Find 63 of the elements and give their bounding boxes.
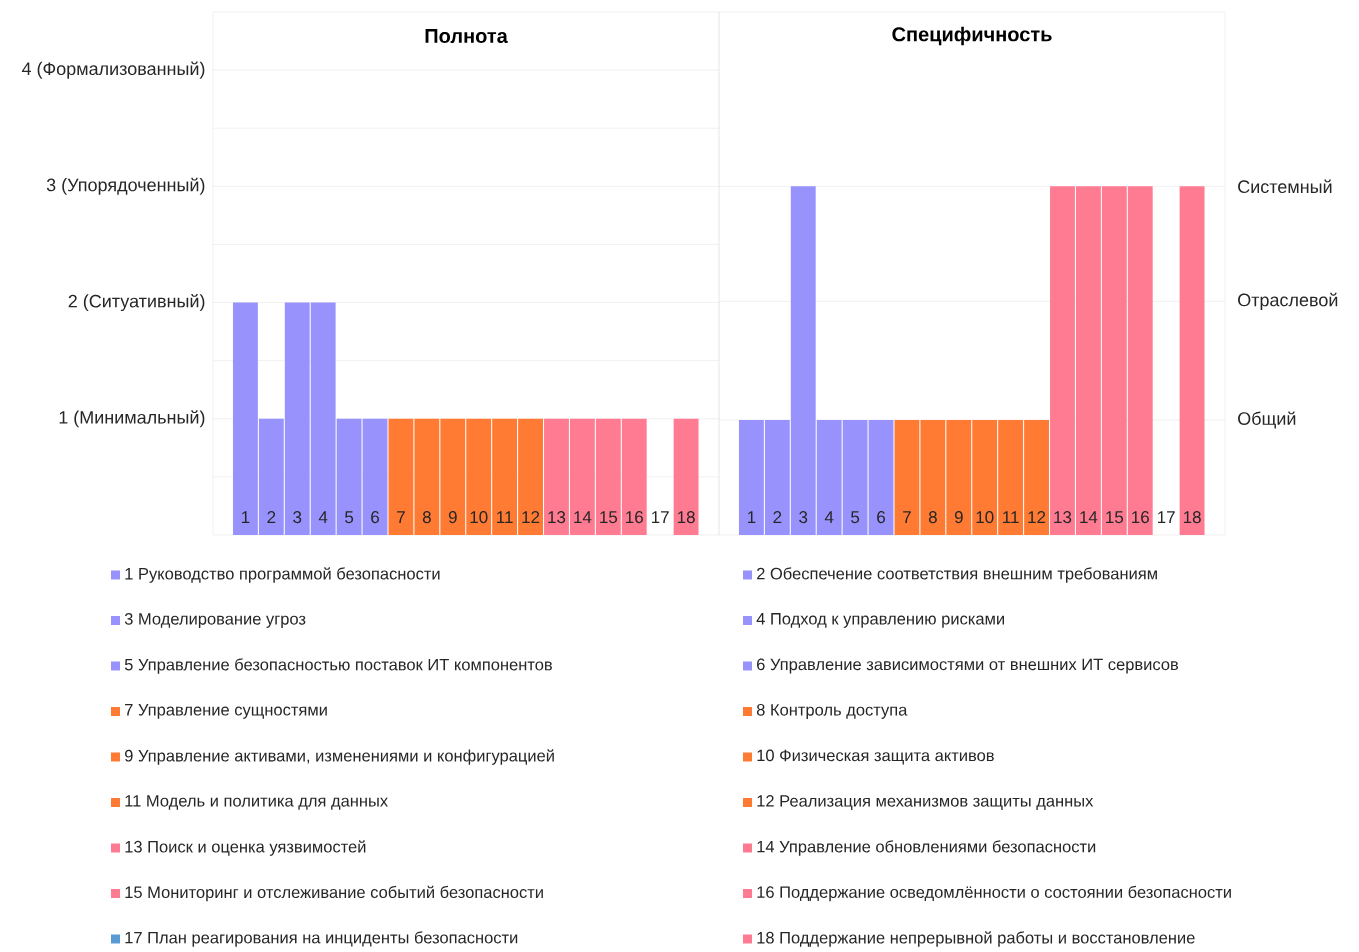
text: 17 План реагирования на инциденты безопасности [125,931,518,947]
x-tick-label: 14 [574,511,592,523]
text: 16 Поддержание осведомлённости о состоянии безопасности [757,885,1231,902]
text: 11 Модель и политика для данных [125,795,388,810]
x-tick-label: 10 [470,511,488,524]
x-tick-label: 15 [1106,511,1124,524]
text: 4 Подход к управлению рисками [756,613,1004,628]
text: 3 Моделирование угроз [124,613,306,628]
x-tick-label: 5 [851,511,860,524]
text: 15 Мониторинг и отслеживание событий безопасности [125,885,543,902]
ref-line-label: Отраслевой [1238,292,1338,310]
ref-line-label: Общий [1238,411,1296,429]
x-tick-label: 18 [1183,511,1201,524]
x-tick-label: 9 [448,511,457,524]
x-tick-label: 18 [677,511,695,524]
x-tick-label: 2 [773,511,782,523]
x-tick-label: 17 [1158,511,1175,523]
x-tick-label: 10 [976,511,994,524]
x-tick-label: 4 [824,511,834,523]
x-tick-label: 16 [1132,511,1149,524]
text: 6 Управление зависимостями от внешних ИТ сервисов [757,658,1179,674]
text: 2 Обеспечение соответствия внешним требованиям [757,567,1157,583]
x-tick-label: 13 [1054,511,1072,524]
x-tick-label: 6 [371,511,379,524]
x-tick-label: 1 [241,511,250,523]
x-tick-label: 12 [522,511,540,523]
text: Полнота [425,29,508,43]
text: 12 Реализация механизмов защиты данных [757,795,1094,810]
x-tick-label: 17 [652,511,669,523]
x-tick-label: 13 [548,511,566,524]
x-tick-label: 7 [903,511,911,523]
y-tick-label: 2 (Ситуативный) [68,293,205,312]
x-tick-label: 2 [267,511,276,523]
x-tick-label: 5 [345,511,354,524]
x-tick-label: 3 [293,511,302,524]
x-tick-label: 9 [954,511,963,524]
x-tick-label: 16 [626,511,643,524]
x-tick-label: 14 [1080,511,1098,523]
x-tick-label: 8 [928,511,937,524]
ref-line-label: Системный [1238,179,1332,194]
x-tick-label: 3 [799,511,808,524]
text: 5 Управление безопасностью поставок ИТ компонентов [124,658,552,674]
x-tick-label: 7 [397,511,405,523]
text: 10 Физическая защита активов [757,749,994,765]
text: 7 Управление сущностями [125,704,327,719]
text: 14 Управление обновлениями безопасности [757,840,1096,856]
x-tick-label: 8 [422,511,431,524]
x-tick-label: 12 [1028,511,1046,523]
text: 8 Контроль доступа [756,704,908,719]
x-tick-label: 6 [877,511,885,524]
text: 18 Поддержание непрерывной работы и восстановление [757,931,1195,947]
text: 9 Управление активами, изменениями и конфигурацией [124,749,554,765]
text: 1 Руководство программой безопасности [125,567,440,583]
x-tick-label: 11 [1003,511,1019,523]
y-tick-label: 3 (Упорядоченный) [46,177,205,195]
chart-title: Специфичность [892,26,1052,46]
x-tick-label: 11 [497,511,513,523]
x-tick-label: 15 [600,511,618,524]
text: 13 Поиск и оценка уязвимостей [125,840,366,856]
y-tick-label: 1 (Минимальный) [59,410,205,428]
x-tick-label: 1 [747,511,756,523]
y-tick-label: 4 (Формализованный) [21,61,205,79]
x-tick-label: 4 [318,511,328,523]
